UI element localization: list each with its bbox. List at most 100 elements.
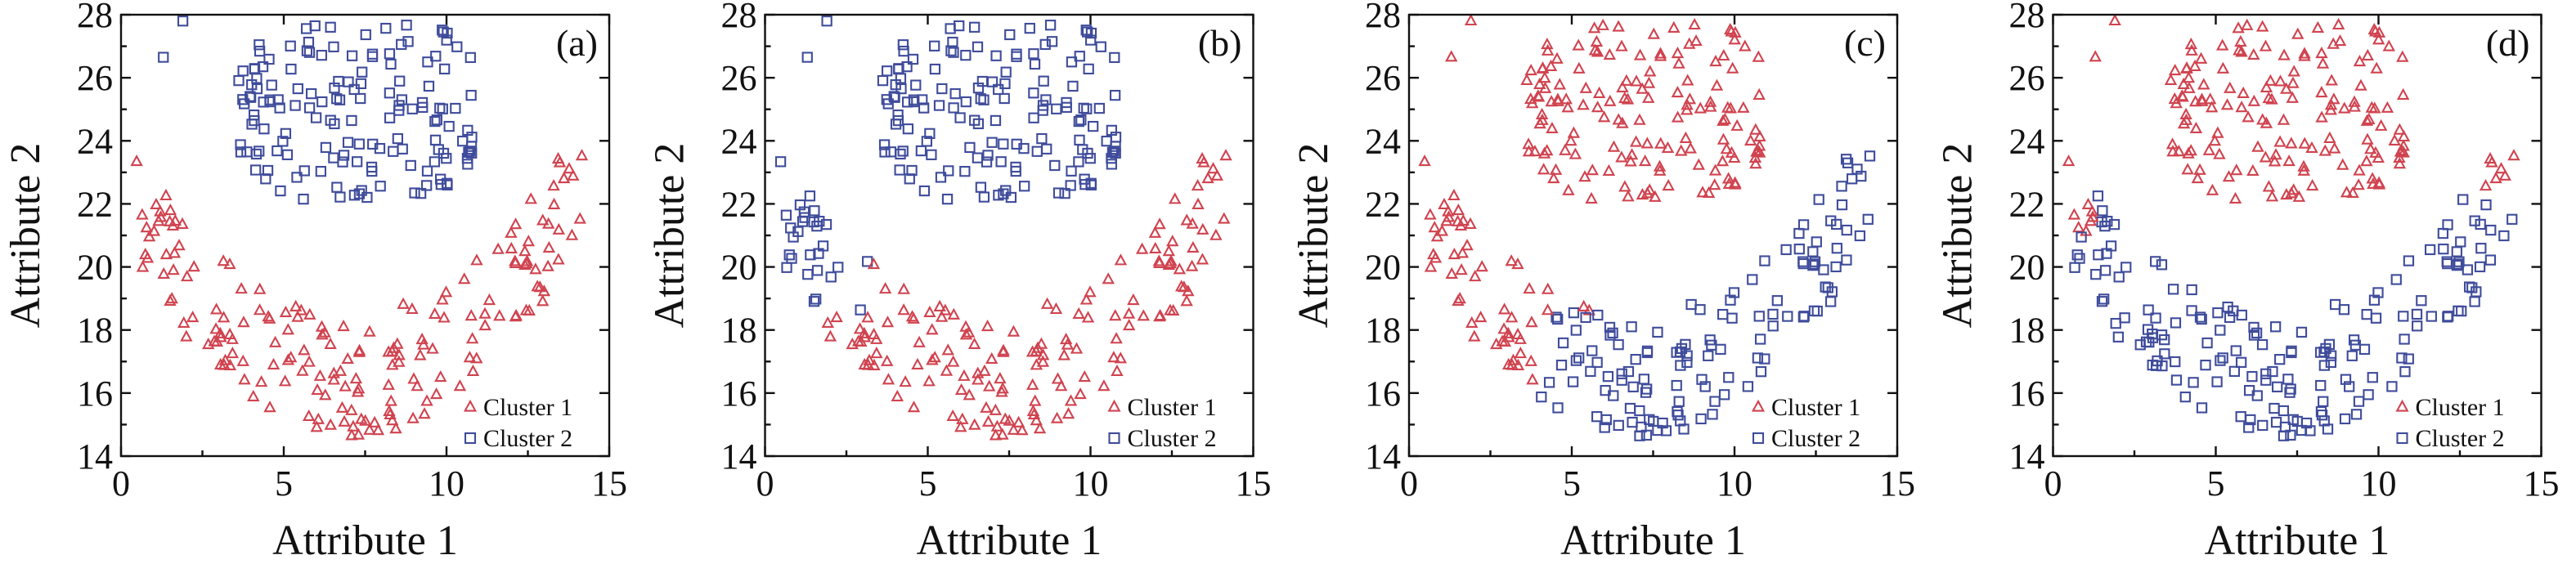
cluster-1-point — [1618, 91, 1631, 104]
cluster-2-point — [1066, 56, 1078, 68]
cluster-1-point — [899, 375, 912, 387]
cluster-2-point — [316, 49, 327, 61]
y-tick-label: 22 — [77, 184, 113, 224]
cluster-2-point — [2398, 311, 2409, 322]
cluster-2-point — [882, 98, 894, 110]
cluster-2-point — [1807, 246, 1819, 257]
cluster-1-point — [1726, 61, 1739, 74]
cluster-2-point — [384, 87, 396, 99]
cluster-1-point — [2396, 50, 2409, 62]
cluster-1-point — [341, 351, 354, 365]
cluster-1-point — [940, 364, 954, 376]
cluster-2-point — [334, 191, 346, 203]
cluster-2-point — [999, 78, 1011, 90]
cluster-1-point — [868, 358, 881, 370]
cluster-2-point — [1084, 153, 1096, 164]
cluster-1-point — [335, 401, 349, 413]
cluster-2-point — [2142, 324, 2154, 335]
cluster-2-point — [2348, 334, 2360, 346]
cluster-2-point — [1818, 264, 1829, 275]
cluster-1-point — [575, 149, 589, 161]
cluster-1-point — [1725, 25, 1738, 37]
legend: Cluster 1 Cluster 2 — [463, 394, 572, 452]
cluster-1-point — [821, 316, 834, 328]
cluster-2-point — [464, 145, 476, 157]
cluster-1-point — [1110, 332, 1123, 344]
cluster-2-point — [2260, 368, 2272, 379]
cluster-1-point — [2247, 47, 2260, 60]
cluster-1-point — [1621, 92, 1635, 105]
cluster-2-point — [1555, 359, 1568, 371]
cluster-1-point — [567, 168, 580, 181]
legend-cluster-1-marker — [463, 399, 478, 412]
cluster-1-point — [209, 302, 223, 315]
cluster-2-point — [1717, 308, 1729, 320]
cluster-1-point — [2211, 126, 2224, 138]
cluster-1-point — [967, 337, 981, 349]
cluster-1-point — [881, 316, 895, 328]
cluster-1-point — [1003, 414, 1016, 426]
x-tick-label: 0 — [112, 463, 130, 504]
cluster-1-point — [1636, 187, 1649, 200]
cluster-2-point — [2438, 244, 2449, 255]
cluster-1-point — [1592, 86, 1606, 98]
cluster-1-point — [2182, 71, 2196, 83]
cluster-2-point — [2386, 381, 2398, 392]
cluster-2-point — [917, 94, 928, 105]
cluster-2-point — [878, 139, 891, 150]
cluster-1-point — [1749, 157, 1762, 169]
cluster-1-point — [386, 414, 399, 426]
cluster-2-point — [1671, 379, 1682, 392]
cluster-2-point — [2344, 381, 2355, 392]
cluster-2-point — [1627, 416, 1638, 428]
cluster-1-point — [1696, 186, 1709, 198]
cluster-1-point — [429, 387, 443, 400]
cluster-1-point — [1591, 45, 1604, 57]
cluster-1-point — [1511, 257, 1524, 270]
legend-cluster-2-marker — [1752, 432, 1765, 445]
cluster-2-point — [1019, 181, 1030, 192]
cluster-1-point — [2182, 146, 2195, 159]
cluster-1-point — [2395, 144, 2408, 156]
cluster-2-point — [1767, 320, 1779, 332]
cluster-2-point — [1673, 396, 1685, 407]
cluster-1-point — [386, 358, 399, 370]
cluster-1-point — [2382, 39, 2395, 51]
cluster-2-point — [2235, 411, 2246, 423]
cluster-2-point — [2396, 352, 2408, 364]
cluster-1-point — [1615, 150, 1628, 163]
cluster-1-point — [994, 372, 1007, 384]
cluster-2-point — [929, 40, 940, 51]
cluster-2-point — [2159, 348, 2170, 360]
x-tick-label: 0 — [756, 463, 774, 504]
cluster-2-point — [2361, 308, 2372, 320]
cluster-2-point — [325, 21, 336, 33]
cluster-2-point — [2074, 253, 2085, 264]
cluster-2-point — [1066, 165, 1077, 177]
cluster-2-point — [2390, 274, 2402, 285]
cluster-1-point — [2265, 190, 2279, 202]
x-tick-label: 15 — [591, 463, 627, 504]
cluster-1-point — [1671, 46, 1685, 59]
cluster-2-point — [331, 93, 343, 105]
cluster-2-point — [2248, 329, 2260, 341]
cluster-2-point — [855, 304, 866, 316]
cluster-2-point — [2338, 304, 2350, 316]
cluster-1-point — [2262, 91, 2275, 104]
cluster-1-point — [1654, 49, 1667, 61]
cluster-1-point — [186, 311, 200, 323]
cluster-2-point — [396, 94, 408, 105]
cluster-2-point — [235, 146, 247, 158]
cluster-1-point — [355, 412, 368, 424]
cluster-1-point — [869, 332, 883, 344]
cluster-1-point — [1667, 20, 1681, 33]
cluster-1-point — [2237, 86, 2250, 98]
cluster-1-point — [870, 347, 883, 359]
cluster-2-point — [2230, 345, 2242, 356]
cluster-1-point — [352, 345, 366, 357]
cluster-2-point — [936, 83, 948, 95]
cluster-1-point — [2298, 47, 2311, 59]
cluster-1-point — [1424, 208, 1437, 220]
cluster-1-point — [1428, 221, 1441, 233]
cluster-1-point — [878, 282, 892, 294]
